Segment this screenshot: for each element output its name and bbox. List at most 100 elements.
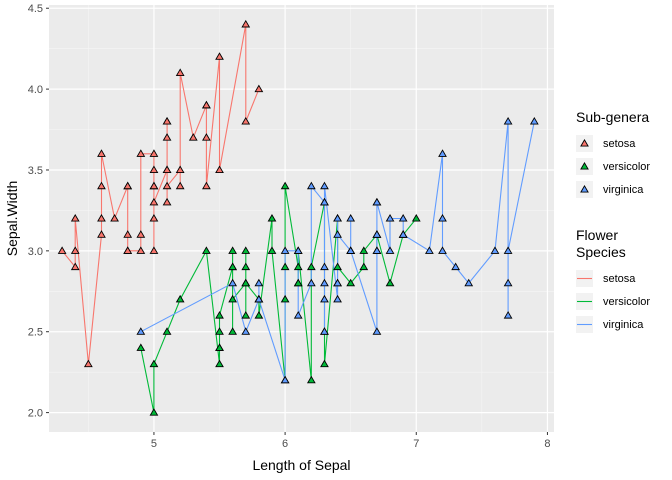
data-point-setosa	[175, 68, 185, 76]
data-point-setosa	[162, 181, 172, 190]
data-point-versicolor	[228, 327, 238, 335]
data-point-versicolor	[267, 246, 277, 254]
y-tick-label: 4.0	[28, 84, 43, 96]
grid-major	[49, 5, 554, 432]
data-point-setosa	[162, 133, 172, 141]
data-point-setosa	[202, 181, 211, 190]
data-point-versicolor	[241, 246, 251, 254]
data-point-virginica	[372, 327, 382, 335]
data-point-setosa	[136, 246, 146, 254]
data-point-virginica	[293, 311, 303, 319]
data-point-setosa	[175, 181, 185, 190]
data-point-versicolor	[149, 408, 159, 416]
data-point-virginica	[280, 375, 290, 384]
legend-label-virginica: virginica	[603, 319, 644, 331]
data-point-setosa	[70, 246, 80, 254]
y-tick-label: 2.5	[28, 327, 43, 339]
legend-label-versicolor: versicolor	[603, 296, 650, 308]
data-point-virginica	[293, 246, 303, 254]
data-point-setosa	[202, 100, 211, 109]
data-point-setosa	[149, 181, 159, 190]
data-point-versicolor	[333, 262, 342, 271]
data-point-virginica	[254, 294, 264, 303]
data-point-versicolor	[320, 359, 329, 368]
shape-legend: Sub-genera setosa versicolor virginica	[576, 109, 650, 198]
legend-label-virginica: virginica	[603, 184, 644, 196]
data-point-versicolor	[228, 262, 238, 271]
data-point-versicolor	[359, 262, 369, 271]
data-point-virginica	[320, 197, 329, 206]
data-point-versicolor	[215, 343, 224, 351]
data-point-versicolor	[346, 278, 356, 287]
data-point-versicolor	[202, 246, 211, 254]
y-tick-label: 3.0	[28, 246, 43, 258]
y-axis-title: Sepal.Width	[4, 181, 20, 256]
data-point-versicolor	[215, 311, 224, 319]
data-point-virginica	[241, 327, 251, 335]
series-line-virginica	[140, 121, 535, 381]
line-legend: Flower Species setosa versicolor virginica	[576, 227, 650, 333]
legend-key-triangle-virginica	[580, 185, 589, 193]
data-point-versicolor	[411, 214, 421, 222]
data-point-setosa	[215, 52, 224, 60]
data-point-versicolor	[175, 294, 185, 303]
data-point-virginica	[333, 278, 342, 287]
data-point-setosa	[149, 149, 159, 157]
data-point-setosa	[162, 197, 172, 206]
data-point-virginica	[503, 278, 513, 287]
legend-label-setosa: setosa	[603, 138, 636, 150]
data-point-virginica	[372, 230, 382, 238]
data-point-virginica	[333, 214, 342, 222]
data-point-setosa	[202, 133, 211, 141]
data-point-versicolor	[228, 246, 238, 254]
data-point-virginica	[320, 294, 329, 303]
data-point-versicolor	[136, 343, 146, 351]
data-point-virginica	[438, 149, 447, 157]
data-point-virginica	[320, 262, 329, 271]
x-axis-title: Length of Sepal	[252, 457, 350, 473]
data-point-virginica	[490, 246, 500, 254]
data-point-virginica	[372, 246, 382, 254]
data-point-versicolor	[280, 181, 290, 190]
x-axis: 5 6 7 8	[151, 432, 551, 450]
data-point-setosa	[123, 230, 133, 238]
data-point-versicolor	[162, 327, 172, 335]
data-point-virginica	[280, 246, 290, 254]
data-point-virginica	[398, 230, 408, 238]
data-point-virginica	[254, 278, 264, 287]
data-point-setosa	[97, 214, 106, 222]
panel-background	[49, 5, 554, 432]
data-point-virginica	[320, 278, 329, 287]
line-legend-title-line-2: Species	[576, 244, 626, 260]
data-point-setosa	[241, 19, 251, 28]
data-point-versicolor	[359, 246, 369, 254]
data-point-versicolor	[228, 294, 238, 303]
data-point-versicolor	[241, 262, 251, 271]
data-point-setosa	[97, 181, 106, 190]
data-point-virginica	[320, 327, 329, 335]
data-point-setosa	[149, 246, 159, 254]
x-tick-label: 6	[282, 438, 288, 450]
data-point-setosa	[175, 165, 185, 174]
data-point-versicolor	[293, 278, 303, 287]
data-point-virginica	[529, 116, 539, 125]
data-point-versicolor	[267, 214, 277, 222]
x-tick-label: 5	[151, 438, 157, 450]
data-point-virginica	[346, 246, 356, 254]
data-point-versicolor	[280, 294, 290, 303]
line-legend-title-line-1: Flower	[576, 227, 618, 243]
data-point-virginica	[464, 278, 474, 287]
data-point-virginica	[333, 230, 342, 238]
data-point-setosa	[188, 133, 198, 141]
data-point-setosa	[123, 246, 133, 254]
data-point-versicolor	[149, 359, 159, 368]
data-point-versicolor	[215, 327, 224, 335]
data-point-virginica	[451, 262, 461, 271]
data-point-setosa	[97, 149, 106, 157]
data-point-setosa	[215, 165, 224, 174]
data-point-setosa	[149, 197, 159, 206]
data-point-versicolor	[241, 278, 251, 287]
data-point-virginica	[346, 214, 356, 222]
data-point-virginica	[136, 327, 146, 335]
